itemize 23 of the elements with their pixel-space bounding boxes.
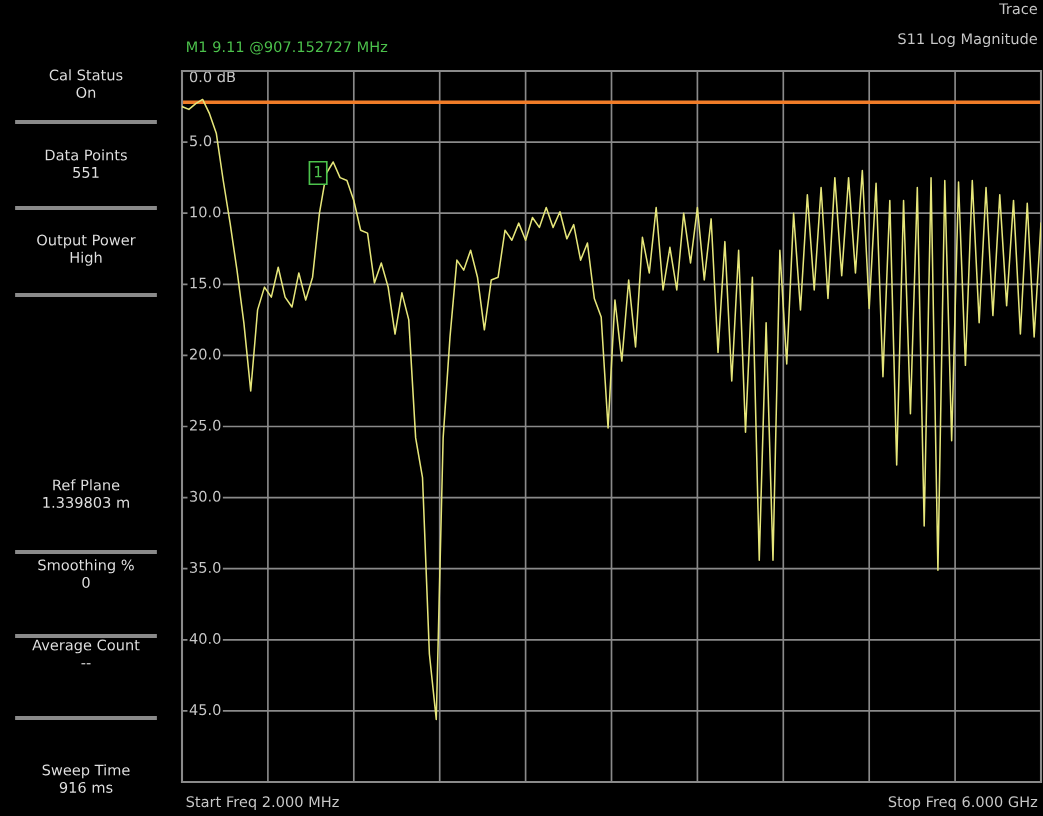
text: Cal Status On	[49, 69, 123, 98]
line-series	[182, 98, 1041, 721]
text: Trace	[999, 3, 1038, 15]
text: Output Power High	[37, 234, 136, 266]
text: Data Points 551	[45, 149, 127, 178]
y-tick-label: 15.0	[190, 277, 221, 289]
text: Average Count --	[32, 639, 140, 665]
y-tick-label: 30.0	[190, 490, 221, 502]
text: Sweep Time 916 ms	[42, 764, 130, 793]
text: Start Freq 2.000 MHz	[186, 796, 339, 811]
text: Ref Plane 1.339803 m	[43, 479, 129, 508]
text: Smoothing % 0	[38, 559, 134, 588]
annotation: 1	[314, 166, 322, 178]
y-tick-label: 35.0	[190, 561, 221, 573]
y-tick-label: 40.0	[189, 633, 221, 645]
y-tick-label: 10.0	[190, 206, 221, 218]
y-tick-label: 5.0	[190, 135, 212, 147]
text: Stop Freq 6.000 GHz	[888, 796, 1038, 811]
y-tick-label: 20.0	[190, 348, 221, 360]
text: M1 9.11 @907.152727 MHz	[187, 41, 388, 55]
chart-title: S11 Log Magnitude	[898, 32, 1037, 48]
y-tick-label: 45.0	[189, 704, 221, 716]
y-tick-label: 25.0	[190, 419, 221, 431]
